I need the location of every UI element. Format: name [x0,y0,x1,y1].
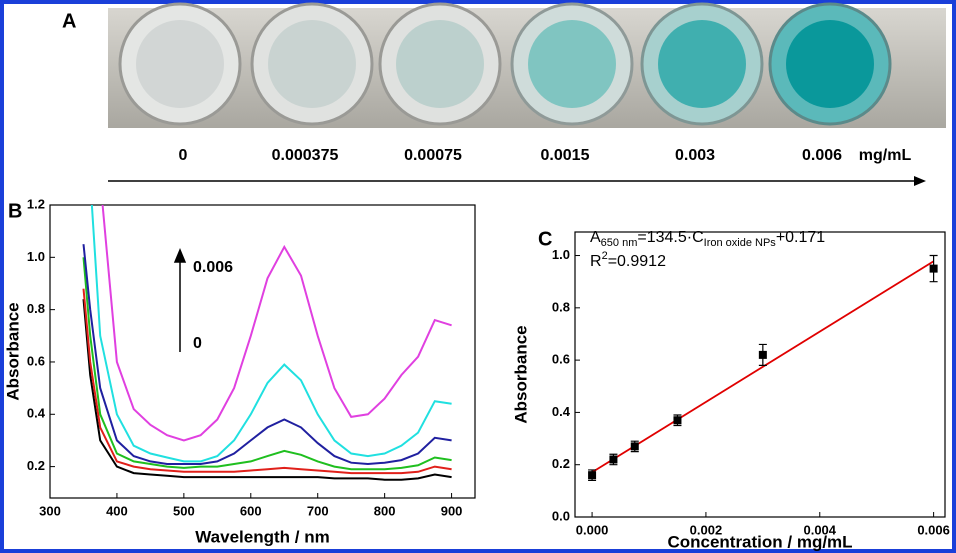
y-tick-label: 0.4 [27,406,46,421]
unit-label: mg/mL [859,147,912,164]
y-tick-label: 0.6 [27,353,45,368]
y-tick-label: 0.8 [27,301,45,316]
x-axis-label: Wavelength / nm [195,527,329,546]
spectrum-line [84,257,452,469]
concentration-label: 0.000375 [272,147,339,164]
annotation-arrow [175,250,185,352]
y-tick-label: 0.0 [552,508,570,523]
panel-label: A [62,10,76,32]
data-point [930,265,938,273]
data-point [759,351,767,359]
panel-label: C [538,228,552,250]
annotation: 0 [193,335,202,352]
equation-part: A [590,229,601,246]
concentration-label: 0 [179,147,188,164]
y-tick-label: 0.6 [552,352,570,367]
data-point [588,471,596,479]
y-tick-label: 1.0 [552,247,570,262]
x-tick-label: 600 [240,503,262,518]
y-tick-label: 0.4 [552,404,571,419]
y-tick-label: 1.2 [27,196,45,211]
data-point [609,455,617,463]
x-tick-label: 700 [307,503,329,518]
concentration-label: 0.0015 [541,147,590,164]
concentration-label: 0.003 [675,147,715,164]
lines [84,179,452,480]
figure: A 0 0.000375 0.00075 0.0015 0.003 0.006 mg/mL 3… [0,0,956,553]
x-tick-label: 0.000 [576,522,609,537]
equation-part: + [776,229,785,246]
y-tick-label: 0.2 [27,458,45,473]
r-squared-part: R [590,253,602,270]
y-tick-label: 1.0 [27,249,45,264]
x-tick-label: 0.006 [917,522,950,537]
spectrum-line [100,179,451,441]
concentration-label: 0.006 [802,147,842,164]
spectrum-line [84,299,452,480]
equation-part: 134.5 [647,229,687,246]
concentration-label: 0.00075 [404,147,462,164]
y-axis-label: Absorbance [3,302,22,400]
equation-part: = [637,229,646,246]
y-tick-label: 0.8 [552,299,570,314]
y-tick-label: 0.2 [552,456,570,471]
y-axis-label: Absorbance [511,325,530,423]
x-tick-label: 300 [39,503,61,518]
r-squared: R2=0.9912 [590,250,666,270]
panel-label: B [8,200,22,222]
x-tick-label: 400 [106,503,128,518]
x-tick-label: 800 [374,503,396,518]
equation-part: Iron oxide NPs [704,237,777,249]
data-point [673,416,681,424]
plot-frame [575,232,945,517]
r-squared-part: =0.9912 [608,253,666,270]
arrow-head [914,176,926,186]
data-point [631,442,639,450]
equation-part: ·C [687,229,704,246]
x-tick-label: 500 [173,503,195,518]
fit-line [592,261,934,472]
x-tick-label: 900 [441,503,463,518]
equation-part: 0.171 [785,229,825,246]
well-photo [108,4,946,128]
annotation: 0.006 [193,259,233,276]
equation-part: 650 nm [601,237,638,249]
x-axis-label: Concentration / mg/mL [667,532,852,551]
